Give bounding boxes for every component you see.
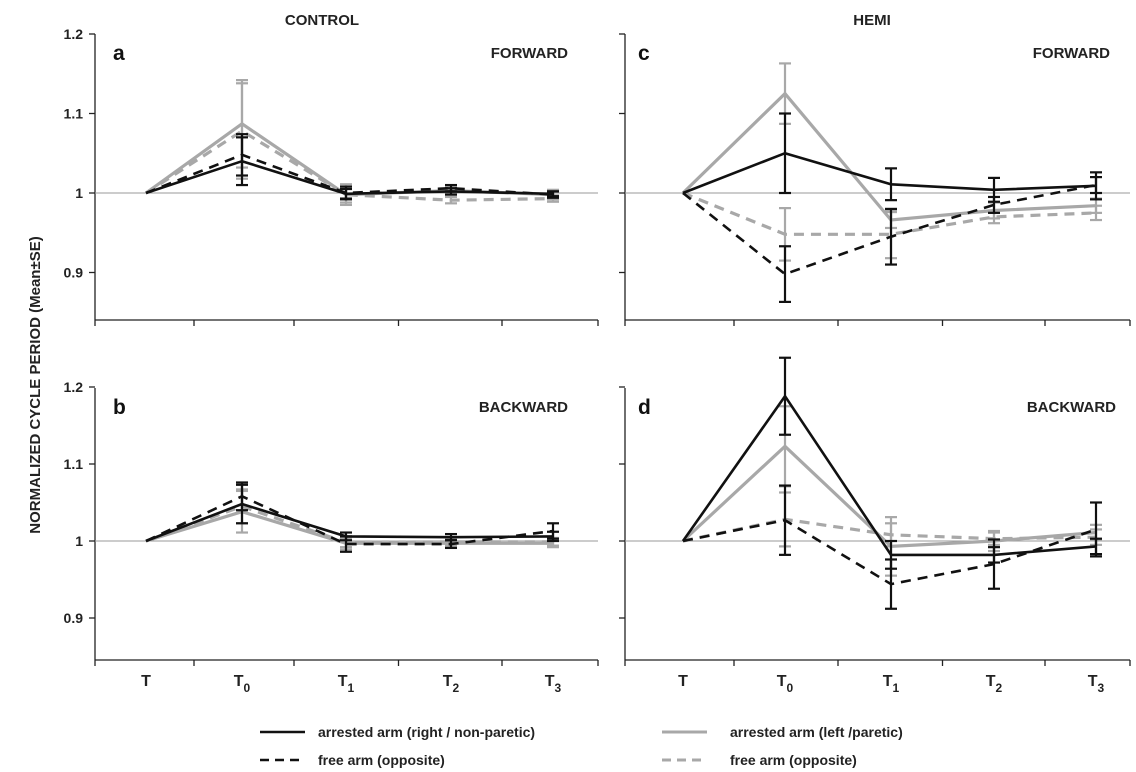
xtick-base-d-0: T xyxy=(678,673,688,690)
condition-label-c: FORWARD xyxy=(1033,45,1110,62)
error-bar-a-3-3 xyxy=(445,187,457,196)
error-bar-a-1-3 xyxy=(445,195,457,205)
xtick-label-b-4: T3 xyxy=(545,673,562,695)
ytick-label-a-3: 0.9 xyxy=(64,265,84,281)
error-bar-c-2-2 xyxy=(885,167,897,202)
error-bar-b-3-4 xyxy=(547,530,559,543)
error-bar-d-3-2 xyxy=(885,558,897,610)
series-d-3 xyxy=(682,484,1102,610)
panel-letter-c: c xyxy=(638,42,650,65)
series-line-d-0 xyxy=(681,444,1097,549)
error-bar-d-3-3 xyxy=(988,538,1000,590)
xtick-base-d-3: T xyxy=(986,673,996,690)
panel-letter-d: d xyxy=(638,396,651,419)
xtick-base-b-1: T xyxy=(234,673,244,690)
xtick-base-b-4: T xyxy=(545,673,555,690)
xtick-sub-d-1: 0 xyxy=(787,681,794,695)
panel-d: T T0 T1 T2 T3d BACKWARD xyxy=(619,356,1131,695)
error-bar-c-3-4 xyxy=(1090,176,1102,195)
series-b-3 xyxy=(145,483,559,543)
xtick-base-d-1: T xyxy=(777,673,787,690)
panel-a: 1.2 1.1 1 0.9 a FORWARD xyxy=(64,26,599,326)
xtick-sub-b-4: 3 xyxy=(555,681,562,695)
error-bar-c-3-1 xyxy=(779,245,791,304)
error-bar-c-3-3 xyxy=(988,195,1000,214)
xtick-label-b-0: T xyxy=(141,673,151,690)
xtick-label-d-4: T3 xyxy=(1088,673,1105,695)
error-bar-d-2-1 xyxy=(779,356,791,436)
series-a-2 xyxy=(145,133,559,201)
series-c-1 xyxy=(682,191,1102,262)
xtick-label-d-0: T xyxy=(678,673,688,690)
series-a-0 xyxy=(145,79,559,207)
series-line-b-2 xyxy=(145,494,554,546)
error-bar-c-2-1 xyxy=(779,112,791,195)
xtick-base-b-0: T xyxy=(141,673,151,690)
xtick-sub-d-3: 2 xyxy=(996,681,1003,695)
series-line-c-3 xyxy=(682,183,1097,276)
xtick-sub-b-3: 2 xyxy=(453,681,460,695)
error-bar-b-3-2 xyxy=(340,531,352,542)
panel-b: 1.21.110.9T T0 T1 T2 T3b BACKWARD xyxy=(64,379,599,695)
legend-label-black-solid: arrested arm (right / non-paretic) xyxy=(318,724,535,740)
ytick-label-a-2: 1 xyxy=(75,185,83,201)
xtick-base-b-3: T xyxy=(443,673,453,690)
legend-label-gray-dashed: free arm (opposite) xyxy=(730,752,857,768)
error-bar-b-3-3 xyxy=(445,532,457,542)
xtick-label-b-3: T2 xyxy=(443,673,460,695)
error-bar-d-3-1 xyxy=(779,484,791,556)
xtick-base-d-2: T xyxy=(883,673,893,690)
xtick-sub-d-4: 3 xyxy=(1098,681,1105,695)
xtick-label-d-2: T1 xyxy=(883,673,900,695)
panel-letter-b: b xyxy=(113,396,126,419)
xtick-base-b-2: T xyxy=(338,673,348,690)
xtick-sub-d-2: 1 xyxy=(893,681,900,695)
xtick-label-d-1: T0 xyxy=(777,673,794,695)
xtick-label-b-2: T1 xyxy=(338,673,355,695)
series-c-3 xyxy=(682,176,1102,304)
col-title-hemi: HEMI xyxy=(853,12,891,29)
error-bar-d-3-4 xyxy=(1090,501,1102,558)
xtick-base-d-4: T xyxy=(1088,673,1098,690)
error-bar-a-3-2 xyxy=(340,187,352,200)
ytick-label-b-0: 1.2 xyxy=(64,379,84,395)
xtick-label-d-3: T2 xyxy=(986,673,1003,695)
panel-letter-a: a xyxy=(113,42,125,65)
ytick-label-b-3: 0.9 xyxy=(64,610,84,626)
condition-label-b: BACKWARD xyxy=(479,399,568,416)
condition-label-d: BACKWARD xyxy=(1027,399,1116,416)
error-bar-c-3-2 xyxy=(885,207,897,266)
xtick-label-b-1: T0 xyxy=(234,673,251,695)
error-bar-a-3-1 xyxy=(236,136,248,187)
xtick-sub-b-1: 0 xyxy=(244,681,251,695)
ytick-label-b-2: 1 xyxy=(75,533,83,549)
series-d-1 xyxy=(682,491,1102,548)
ytick-label-a-1: 1.1 xyxy=(64,106,84,122)
panel-c: c FORWARD xyxy=(619,33,1131,326)
legend: arrested arm (right / non-paretic) free … xyxy=(260,724,903,768)
ytick-label-a-0: 1.2 xyxy=(64,26,84,42)
series-a-3 xyxy=(145,136,559,200)
series-c-2 xyxy=(682,112,1102,203)
error-bar-a-3-4 xyxy=(547,190,559,198)
series-line-a-1 xyxy=(145,129,554,202)
error-bar-b-3-1 xyxy=(236,483,248,525)
y-axis-label: NORMALIZED CYCLE PERIOD (Mean±SE) xyxy=(27,236,44,533)
error-bar-c-1-4 xyxy=(1090,204,1102,222)
legend-label-black-dashed: free arm (opposite) xyxy=(318,752,445,768)
legend-label-gray-solid: arrested arm (left /paretic) xyxy=(730,724,903,740)
ytick-label-b-1: 1.1 xyxy=(64,456,84,472)
series-c-0 xyxy=(681,62,1102,230)
col-title-control: CONTROL xyxy=(285,12,359,29)
series-line-c-2 xyxy=(682,151,1097,195)
series-a-1 xyxy=(145,82,559,205)
series-line-d-2 xyxy=(681,393,1097,557)
xtick-sub-b-2: 1 xyxy=(348,681,355,695)
series-line-a-2 xyxy=(145,153,554,196)
series-line-c-1 xyxy=(682,191,1097,236)
condition-label-a: FORWARD xyxy=(491,45,568,62)
